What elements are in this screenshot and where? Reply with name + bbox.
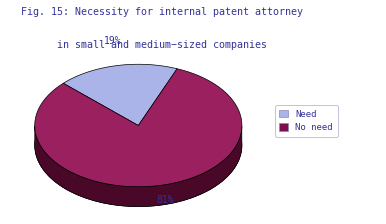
Polygon shape — [35, 126, 242, 207]
Text: 81%: 81% — [157, 195, 174, 205]
Text: Fig. 15: Necessity for internal patent attorney: Fig. 15: Necessity for internal patent a… — [21, 7, 303, 17]
Legend: Need, No need: Need, No need — [275, 105, 338, 137]
Polygon shape — [63, 64, 177, 125]
Ellipse shape — [35, 84, 242, 207]
Text: 19%: 19% — [103, 36, 121, 46]
Text: in small and medium−sized companies: in small and medium−sized companies — [57, 40, 267, 50]
Polygon shape — [35, 69, 242, 187]
